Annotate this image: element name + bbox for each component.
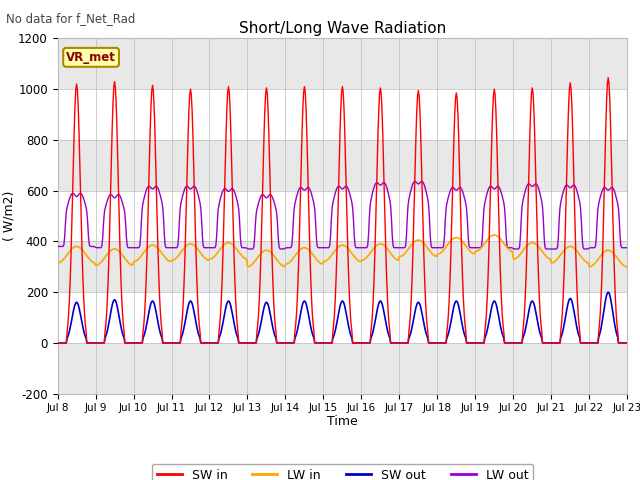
Text: No data for f_Net_Rad: No data for f_Net_Rad	[6, 12, 136, 25]
Text: VR_met: VR_met	[66, 51, 116, 64]
Bar	[58, 241, 627, 292]
Legend: SW in, LW in, SW out, LW out: SW in, LW in, SW out, LW out	[152, 464, 533, 480]
Bar	[58, 343, 627, 394]
Y-axis label: ( W/m2): ( W/m2)	[3, 191, 15, 241]
Bar	[58, 38, 627, 89]
Bar	[58, 191, 627, 241]
Bar	[58, 140, 627, 191]
X-axis label: Time: Time	[327, 415, 358, 428]
Bar	[58, 292, 627, 343]
Title: Short/Long Wave Radiation: Short/Long Wave Radiation	[239, 21, 446, 36]
Bar	[58, 89, 627, 140]
